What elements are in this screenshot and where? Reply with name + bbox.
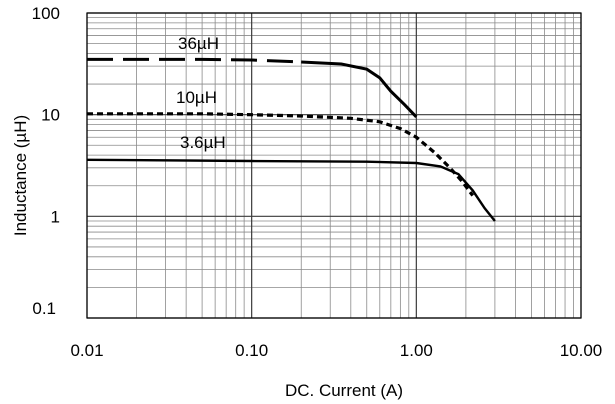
x-axis-title: DC. Current (A): [285, 381, 403, 400]
y-tick-labels: 0.1 1 10 100: [32, 4, 60, 318]
y-tick-label: 0.1: [32, 299, 56, 318]
y-tick-label: 100: [32, 4, 60, 23]
y-axis-title: Inductance (µH): [11, 115, 30, 236]
y-tick-label: 1: [51, 207, 60, 226]
x-tick-labels: 0.01 0.10 1.00 10.00: [70, 341, 602, 360]
series-line-36uh-solid: [301, 60, 418, 118]
series-layer: [86, 57, 496, 222]
x-tick-label: 10.00: [560, 341, 603, 360]
x-tick-label: 1.00: [400, 341, 433, 360]
plot-frame: [86, 12, 582, 319]
x-tick-label: 0.10: [235, 341, 268, 360]
series-label-36uh: 36µH: [178, 34, 219, 53]
series-label-3p6uh: 3.6µH: [180, 133, 226, 152]
x-tick-label: 0.01: [70, 341, 103, 360]
minor-grid: [87, 13, 581, 318]
y-tick-label: 10: [41, 106, 60, 125]
series-line-36uh-dashed: [87, 57, 302, 64]
series-labels: 36µH 10µH 3.6µH: [176, 34, 226, 152]
series-label-10uh: 10µH: [176, 88, 217, 107]
series-line-3p6uh: [86, 158, 496, 222]
